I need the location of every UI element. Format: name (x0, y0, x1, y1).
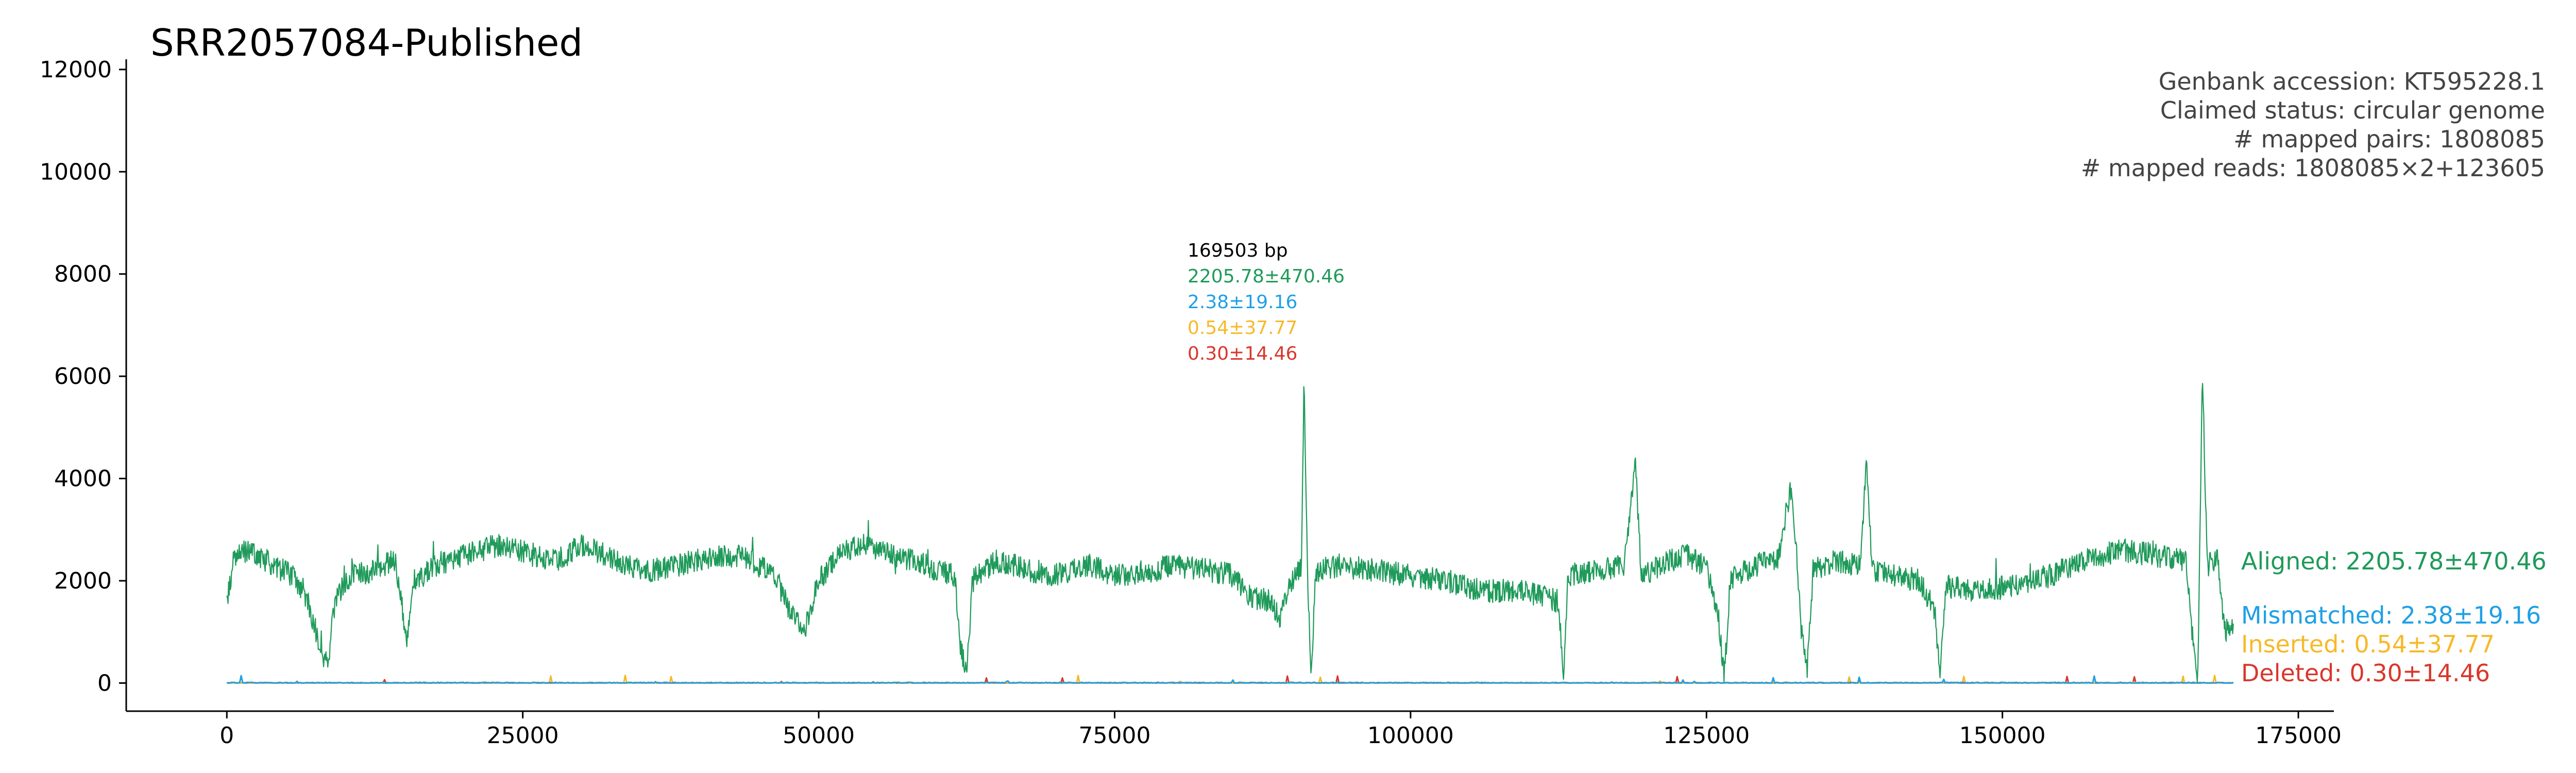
annotation-aligned: 2205.78±470.46 (1188, 266, 1345, 287)
x-tick-label: 150000 (1959, 722, 2046, 749)
stat-annotation: 169503 bp 2205.78±470.46 2.38±19.16 0.54… (1188, 240, 1345, 364)
plot-area (226, 383, 2234, 684)
x-tick-label: 75000 (1078, 722, 1150, 749)
info-block: Genbank accession: KT595228.1 Claimed st… (2081, 68, 2545, 182)
annotation-deleted: 0.30±14.46 (1188, 343, 1297, 364)
info-claimed-status: Claimed status: circular genome (2160, 96, 2545, 124)
x-tick-label: 175000 (2255, 722, 2342, 749)
y-tick-label: 2000 (54, 568, 112, 594)
annotation-inserted: 0.54±37.77 (1188, 317, 1297, 339)
series-label-mismatched: Mismatched: 2.38±19.16 (2241, 601, 2541, 629)
series-line-aligned (226, 383, 2234, 683)
y-tick-label: 12000 (40, 57, 112, 83)
series-line-mismatched (227, 675, 2234, 684)
chart-title: SRR2057084-Published (150, 21, 583, 64)
annotation-length: 169503 bp (1188, 240, 1288, 261)
y-tick-label: 10000 (40, 159, 112, 185)
series-label-deleted: Deleted: 0.30±14.46 (2241, 659, 2490, 687)
y-tick-label: 8000 (54, 261, 112, 288)
x-tick-label: 100000 (1367, 722, 1454, 749)
x-tick-label: 25000 (487, 722, 559, 749)
series-labels: Aligned: 2205.78±470.46 Mismatched: 2.38… (2241, 547, 2547, 687)
series-line-inserted (226, 675, 2234, 684)
y-tick-label: 4000 (54, 466, 112, 492)
axes: 0 2000 4000 6000 8000 10000 12000 0 25000 50000 75… (40, 57, 2342, 749)
info-genbank-accession: Genbank accession: KT595228.1 (2159, 68, 2545, 95)
x-tick-label: 125000 (1663, 722, 1750, 749)
annotation-mismatched: 2.38±19.16 (1188, 292, 1297, 313)
y-tick-label: 0 (97, 670, 112, 696)
x-tick-label: 50000 (783, 722, 855, 749)
info-mapped-pairs: # mapped pairs: 1808085 (2233, 125, 2545, 153)
x-tick-label: 0 (219, 722, 234, 749)
series-label-inserted: Inserted: 0.54±37.77 (2241, 630, 2495, 658)
series-label-aligned: Aligned: 2205.78±470.46 (2241, 547, 2547, 575)
y-tick-label: 6000 (54, 363, 112, 390)
info-mapped-reads: # mapped reads: 1808085×2+123605 (2081, 154, 2545, 182)
